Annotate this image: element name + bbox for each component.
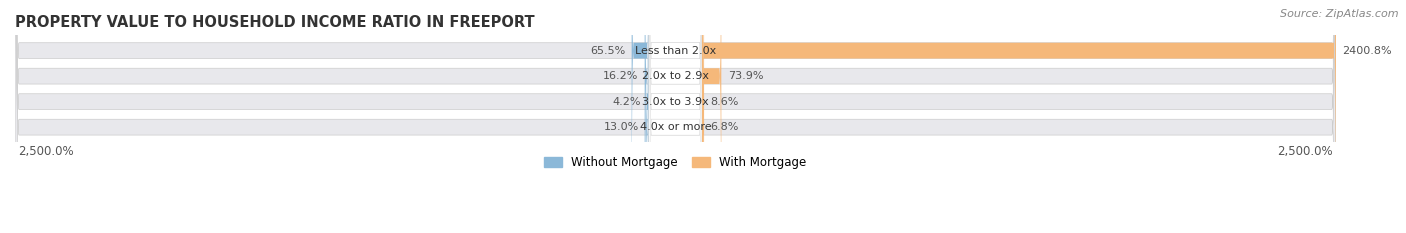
Text: 2,500.0%: 2,500.0% <box>18 144 73 158</box>
Text: 4.2%: 4.2% <box>613 97 641 107</box>
Text: 2.0x to 2.9x: 2.0x to 2.9x <box>643 71 709 81</box>
Text: 65.5%: 65.5% <box>589 46 626 56</box>
Text: 16.2%: 16.2% <box>603 71 638 81</box>
Text: Less than 2.0x: Less than 2.0x <box>634 46 716 56</box>
Text: 2,500.0%: 2,500.0% <box>1278 144 1333 158</box>
FancyBboxPatch shape <box>650 0 702 233</box>
FancyBboxPatch shape <box>645 0 650 233</box>
FancyBboxPatch shape <box>702 0 704 233</box>
FancyBboxPatch shape <box>650 0 702 233</box>
FancyBboxPatch shape <box>650 0 702 233</box>
FancyBboxPatch shape <box>650 0 702 233</box>
Text: 3.0x to 3.9x: 3.0x to 3.9x <box>643 97 709 107</box>
FancyBboxPatch shape <box>702 0 704 233</box>
Text: 2400.8%: 2400.8% <box>1343 46 1392 56</box>
Text: 8.6%: 8.6% <box>710 97 740 107</box>
Legend: Without Mortgage, With Mortgage: Without Mortgage, With Mortgage <box>540 152 811 174</box>
FancyBboxPatch shape <box>702 0 1336 233</box>
Text: Source: ZipAtlas.com: Source: ZipAtlas.com <box>1281 9 1399 19</box>
Text: 73.9%: 73.9% <box>728 71 763 81</box>
Text: PROPERTY VALUE TO HOUSEHOLD INCOME RATIO IN FREEPORT: PROPERTY VALUE TO HOUSEHOLD INCOME RATIO… <box>15 15 534 30</box>
FancyBboxPatch shape <box>15 0 1336 233</box>
FancyBboxPatch shape <box>15 0 1336 233</box>
Text: 6.8%: 6.8% <box>710 122 738 132</box>
FancyBboxPatch shape <box>702 0 721 233</box>
FancyBboxPatch shape <box>631 0 650 233</box>
Text: 4.0x or more: 4.0x or more <box>640 122 711 132</box>
FancyBboxPatch shape <box>15 0 1336 233</box>
FancyBboxPatch shape <box>645 0 650 233</box>
FancyBboxPatch shape <box>15 0 1336 233</box>
FancyBboxPatch shape <box>647 0 650 233</box>
Text: 13.0%: 13.0% <box>603 122 638 132</box>
